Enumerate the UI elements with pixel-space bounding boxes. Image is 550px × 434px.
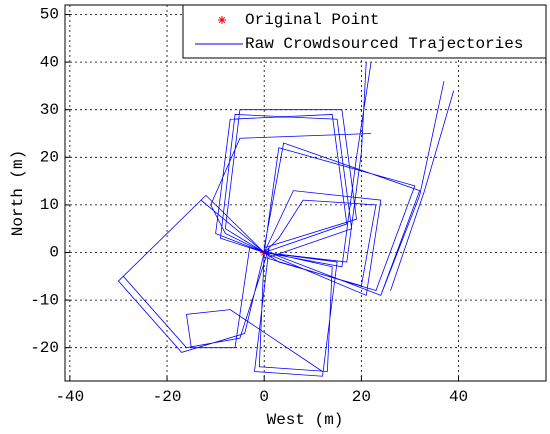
legend-marker [218,16,226,24]
x-tick-label: 0 [259,388,269,406]
y-tick-label: -20 [30,339,59,357]
y-tick-label: 30 [40,101,59,119]
y-tick-label: 20 [40,149,59,167]
legend-box [182,4,547,59]
y-tick-label: 0 [49,244,59,262]
trajectory-line [117,62,455,377]
x-tick-label: -20 [153,388,182,406]
x-axis-label: West (m) [267,411,344,429]
x-tick-label: -40 [55,388,84,406]
y-tick-label: 10 [40,196,59,214]
y-axis-label: North (m) [9,150,27,236]
legend-label: Raw Crowdsourced Trajectories [245,35,523,53]
y-tick-label: 40 [40,53,59,71]
x-tick-label: 20 [352,388,371,406]
legend-label: Original Point [245,11,379,29]
y-tick-label: 50 [40,6,59,24]
y-tick-label: -10 [30,291,59,309]
x-tick-label: 40 [449,388,468,406]
